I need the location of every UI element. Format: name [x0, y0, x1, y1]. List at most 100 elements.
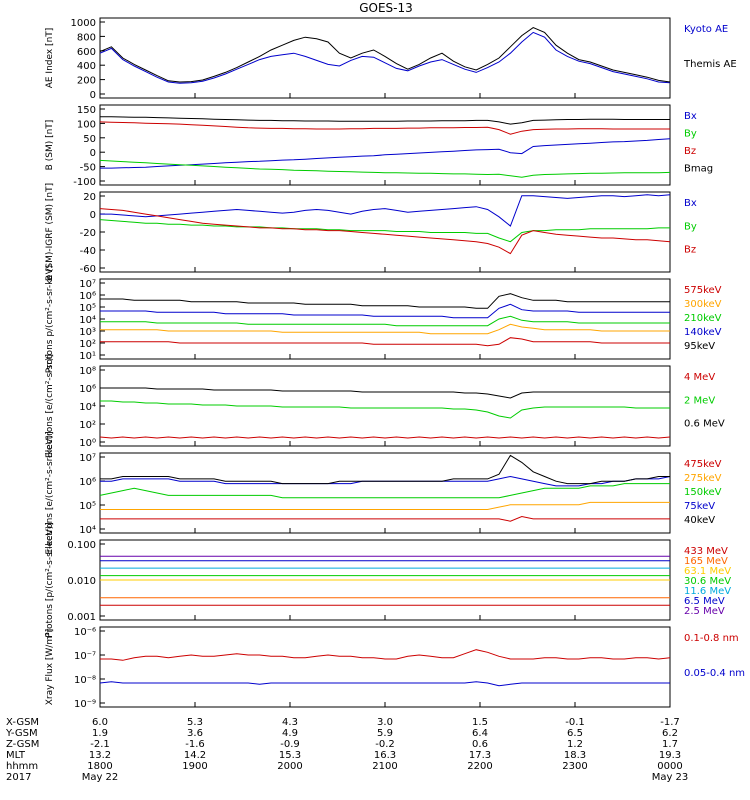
- footer-value: 15.3: [279, 750, 301, 761]
- panel-6: 0.100 0.010 0.001 Protons [p/(cm²-s-sr-keV)…: [45, 522, 731, 638]
- footer-value: 2100: [372, 761, 397, 772]
- series-line: [99, 121, 670, 135]
- y-tick-label: 10⁻⁸: [74, 675, 96, 686]
- legend-entry: 30.6 MeV: [684, 576, 731, 587]
- footer-row-label: hhmm: [6, 761, 38, 772]
- series-line: [99, 159, 671, 178]
- y-tick-label: 10⁻⁷: [74, 651, 96, 662]
- legend-entry: 575keV: [684, 285, 722, 296]
- footer-value: 4.9: [282, 728, 298, 739]
- legend-entry: 40keV: [684, 515, 715, 526]
- legend-entry: 300keV: [684, 299, 722, 310]
- y-tick-label: -50: [80, 163, 96, 174]
- series-line: [100, 400, 670, 419]
- panel-frame: [99, 626, 671, 708]
- y-tick-label: 10⁰: [79, 438, 96, 449]
- y-tick-label: 600: [77, 47, 96, 58]
- panel-4: 10⁸ 10⁶ 10⁴ 10² 10⁰ Electrons [e/(cm²-s-sr)] 4…: [45, 354, 725, 458]
- legend-entry: 63.1 MeV: [684, 566, 731, 577]
- y-tick-label: 20: [83, 192, 96, 203]
- series-line: [100, 138, 671, 169]
- footer-value: 5.9: [377, 728, 393, 739]
- panel-frame: [99, 365, 671, 447]
- series-line: [100, 303, 670, 319]
- legend-entry: Themis AE: [683, 59, 737, 70]
- series-line: [99, 27, 671, 83]
- panel-1: 150 100 50 0 -50 -100 B (SM) [nT] Bx By Bz Bmag: [45, 104, 713, 188]
- y-tick-label: 10⁻⁶: [74, 627, 96, 638]
- legend-entry: By: [684, 129, 697, 140]
- y-axis-label: Protons p/(cm²-s-sr-keV): [45, 265, 55, 374]
- y-tick-label: 0: [90, 90, 96, 101]
- panel-frame: [99, 17, 671, 99]
- footer-value: 1800: [87, 761, 112, 772]
- y-tick-label: -20: [80, 228, 96, 239]
- y-tick-label: 10²: [79, 420, 96, 431]
- legend-entry: 275keV: [684, 473, 722, 484]
- footer-value: 3.6: [187, 728, 203, 739]
- legend-entry: By: [684, 221, 697, 232]
- y-tick-label: 10⁶: [79, 384, 96, 395]
- legend-entry: 210keV: [684, 313, 722, 324]
- series-line: [99, 483, 670, 499]
- y-tick-label: 1000: [71, 18, 96, 29]
- series-line: [99, 31, 671, 84]
- y-axis-label: Protons [p/(cm²-s-sr-keV)]: [45, 522, 55, 638]
- footer-value: 6.5: [567, 728, 583, 739]
- legend-entry: 433 MeV: [684, 546, 728, 557]
- footer-row-label: MLT: [6, 750, 26, 761]
- footer-value: May 22: [82, 772, 119, 783]
- footer-value: 13.2: [89, 750, 111, 761]
- series-line: [100, 323, 670, 335]
- y-tick-label: 10⁴: [79, 402, 96, 413]
- footer-value: 6.2: [662, 728, 678, 739]
- panel-frame: [99, 452, 671, 534]
- y-tick-label: 800: [77, 32, 96, 43]
- series-line: [100, 315, 670, 327]
- series-line: [100, 501, 670, 510]
- series-line: [99, 208, 671, 255]
- y-tick-label: 10⁵: [79, 303, 96, 314]
- y-tick-label: 0.100: [67, 540, 96, 551]
- footer-value: 0.6: [472, 739, 488, 750]
- y-tick-label: 10⁸: [79, 366, 96, 377]
- legend-entry: Bz: [684, 146, 696, 157]
- y-tick-label: -40: [80, 246, 96, 257]
- series-line: [99, 219, 670, 243]
- footer-value: 0000: [657, 761, 682, 772]
- footer-value: 14.2: [184, 750, 206, 761]
- y-axis-label: B (SM) [nT]: [45, 120, 55, 171]
- panel-5: 10⁷ 10⁶ 10⁵ 10⁴ Electrons [e/(cm²-s-sr-keV)]…: [45, 431, 722, 554]
- footer-value: 3.0: [377, 717, 393, 728]
- y-tick-label: 10⁶: [79, 477, 96, 488]
- footer-value: 2300: [562, 761, 587, 772]
- footer-value: 1900: [182, 761, 207, 772]
- series-line: [100, 293, 670, 309]
- legend-entry: 475keV: [684, 459, 722, 470]
- y-axis-label: B (SM)-IGRF (SM) [nT]: [45, 183, 55, 281]
- legend-entry: Kyoto AE: [684, 24, 728, 35]
- y-axis-label: Electrons [e/(cm²-s-sr-keV)]: [45, 431, 55, 554]
- footer-value: 2000: [277, 761, 302, 772]
- footer-row-label: 2017: [6, 772, 31, 783]
- y-tick-label: 400: [77, 61, 96, 72]
- series-line: [100, 194, 671, 227]
- y-tick-label: 200: [77, 76, 96, 87]
- panel-frame: [99, 191, 671, 273]
- footer-value: 5.3: [187, 717, 203, 728]
- legend-entry: 2 MeV: [684, 395, 715, 406]
- legend-entry: Bx: [684, 198, 697, 209]
- footer-value: 19.3: [659, 750, 681, 761]
- footer-value: 1.5: [472, 717, 488, 728]
- footer-value: 18.3: [564, 750, 586, 761]
- y-tick-label: 150: [77, 105, 96, 116]
- y-tick-label: 10⁴: [79, 315, 96, 326]
- series-line: [100, 649, 671, 661]
- legend-entry: 0.1-0.8 nm: [684, 633, 739, 644]
- footer-value: -1.7: [660, 717, 680, 728]
- y-tick-label: -60: [80, 264, 96, 275]
- footer-value: 6.4: [472, 728, 488, 739]
- y-tick-label: 100: [77, 119, 96, 130]
